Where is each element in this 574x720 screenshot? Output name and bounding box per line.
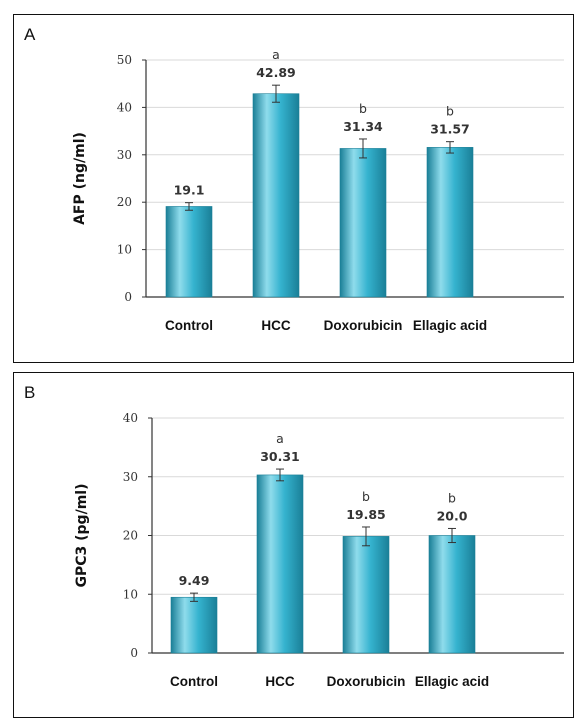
x-tick-label: Control: [165, 318, 213, 333]
bar: [339, 148, 387, 298]
data-label: 20.0: [437, 508, 468, 523]
y-tick-label: 30: [117, 148, 132, 162]
bar: [252, 93, 300, 298]
data-label: 19.85: [346, 507, 386, 522]
y-tick-label: 10: [123, 587, 138, 601]
significance-label: b: [359, 101, 367, 116]
x-tick-label: Ellagic acid: [413, 318, 487, 333]
y-tick-label: 20: [123, 529, 138, 543]
data-label: 31.34: [343, 119, 383, 134]
y-tick-label: 40: [117, 100, 132, 114]
bar: [428, 535, 476, 654]
data-label: 42.89: [256, 65, 296, 80]
y-tick-label: 0: [130, 646, 138, 660]
bar: [426, 147, 474, 298]
y-tick-label: 40: [123, 411, 138, 425]
panel-a: A 0 10 20 30 40 50 AFP (ng/ml) 19.1 Control 42.89…: [13, 14, 574, 363]
y-axis-label: GPC3 (pg/ml): [74, 484, 90, 588]
bar: [165, 206, 213, 298]
bar: [342, 536, 390, 654]
x-tick-label: HCC: [261, 318, 290, 333]
y-tick-label: 20: [117, 195, 132, 209]
significance-label: a: [272, 47, 280, 62]
chart-b-svg: 0 10 20 30 40 GPC3 (pg/ml) 9.49 Control 30.31 a HC…: [74, 411, 564, 689]
data-label: 31.57: [430, 122, 470, 137]
bar: [256, 474, 304, 654]
significance-label: b: [446, 104, 454, 119]
x-tick-label: Doxorubicin: [327, 674, 406, 689]
significance-label: b: [448, 490, 456, 505]
panel-b-label: B: [24, 383, 36, 402]
panel-b: B 0 10 20 30 40 GPC3 (pg/ml) 9.49 Control 30.31 a…: [13, 372, 574, 718]
y-tick-label: 10: [117, 243, 132, 257]
y-tick-label: 30: [123, 470, 138, 484]
data-label: 30.31: [260, 449, 300, 464]
x-tick-label: Ellagic acid: [415, 674, 489, 689]
significance-label: b: [362, 489, 370, 504]
x-tick-label: HCC: [265, 674, 294, 689]
data-label: 9.49: [179, 573, 210, 588]
bar: [170, 596, 218, 654]
y-tick-label: 0: [124, 290, 132, 304]
data-label: 19.1: [174, 183, 205, 198]
y-axis-label: AFP (ng/ml): [72, 132, 88, 225]
panel-a-label: A: [24, 25, 36, 44]
chart-a-svg: 0 10 20 30 40 50 AFP (ng/ml) 19.1 Control 42.89 a H…: [72, 47, 564, 333]
x-tick-label: Control: [170, 674, 218, 689]
significance-label: a: [276, 431, 284, 446]
y-tick-label: 50: [117, 53, 132, 67]
x-tick-label: Doxorubicin: [324, 318, 403, 333]
